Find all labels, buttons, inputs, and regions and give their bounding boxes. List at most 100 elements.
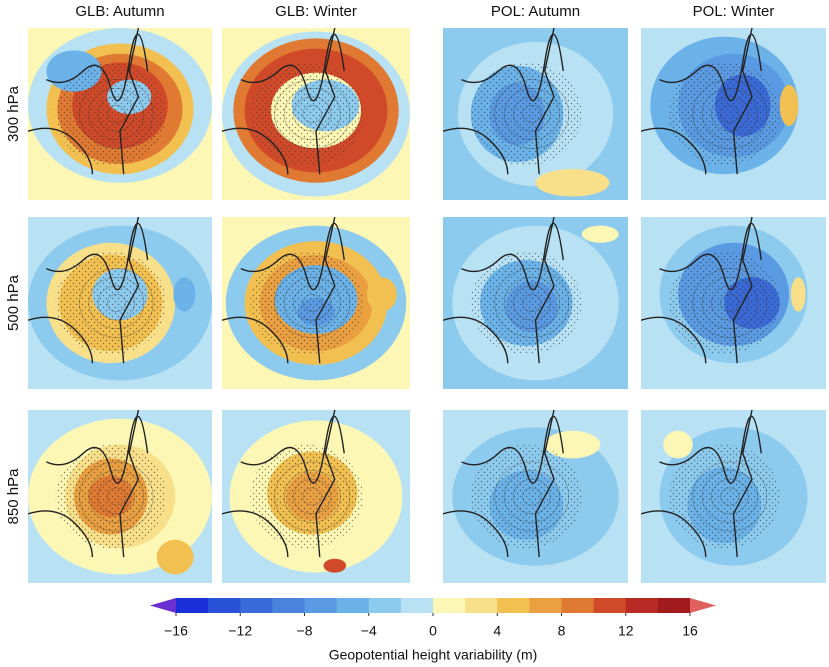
colorbar-segment (272, 598, 305, 613)
stipple (668, 251, 780, 355)
colorbar-segment (176, 598, 209, 613)
stipple (668, 444, 780, 549)
colorbar: −16 −12 −8 −4 0 4 8 12 16 Geopotential height var… (150, 598, 716, 663)
map-panel (28, 28, 212, 200)
colorbar-tick-label: 4 (493, 623, 501, 639)
coastline (641, 410, 762, 558)
stipple (668, 62, 780, 166)
stipple (55, 444, 166, 549)
map-panel (28, 217, 212, 389)
contour (513, 478, 551, 515)
contour (503, 276, 560, 330)
colorbar-segment (497, 598, 530, 613)
contour (79, 268, 154, 338)
contour (692, 461, 768, 532)
coastline (443, 28, 564, 175)
column-title: POL: Autumn (491, 3, 580, 20)
stipple (250, 62, 363, 166)
contour (302, 294, 322, 312)
contour (513, 285, 551, 321)
contour (106, 105, 126, 123)
contour (274, 461, 351, 532)
contour (274, 268, 351, 338)
colorbar-segment (561, 598, 595, 613)
contour (701, 470, 758, 523)
stipple (55, 251, 166, 355)
colorbar-segment (465, 598, 498, 613)
contour (293, 285, 332, 321)
contour (494, 461, 570, 532)
anomaly-field (535, 169, 610, 197)
colorbar-tick-label: 0 (429, 623, 437, 639)
contour (97, 285, 135, 321)
colorbar-tick-label: −12 (228, 623, 252, 639)
column-title: GLB: Autumn (75, 3, 164, 20)
column-title: GLB: Winter (275, 3, 357, 20)
contour (692, 79, 768, 149)
anomaly-field (581, 225, 619, 243)
contour (522, 294, 542, 312)
coastline (222, 410, 345, 558)
colorbar-segment (208, 598, 241, 613)
contour (720, 105, 740, 123)
panels (28, 28, 826, 583)
stipple (470, 444, 582, 549)
colorbar-tick-label: 8 (558, 623, 566, 639)
contour (283, 87, 341, 141)
colorbar-segment (368, 598, 402, 613)
contour (283, 470, 341, 523)
colorbar-segment (657, 598, 691, 613)
contour (522, 105, 542, 123)
contour (97, 478, 135, 515)
map-panel (443, 217, 628, 389)
stipple (250, 251, 363, 355)
contour (88, 87, 145, 141)
contour (79, 461, 154, 532)
coastline (28, 410, 149, 558)
map-panel (28, 410, 212, 583)
contour (701, 87, 758, 141)
row-label: 850 hPa (5, 468, 22, 525)
map-panel (222, 217, 410, 389)
colorbar-segment (529, 598, 562, 613)
colorbar-segment (304, 598, 338, 613)
colorbar-tick-label: 16 (682, 623, 698, 639)
stipple (250, 444, 363, 549)
contour (293, 478, 332, 515)
contour (106, 487, 126, 506)
contour (711, 96, 749, 132)
colorbar-segment (625, 598, 659, 613)
contour (720, 294, 740, 312)
contour (494, 268, 570, 338)
colorbar-tick-label: −4 (361, 623, 377, 639)
stipple (470, 251, 582, 355)
contour (302, 487, 322, 506)
column-title: POL: Winter (693, 3, 775, 20)
contour (97, 96, 135, 132)
contour (503, 87, 560, 141)
colorbar-extend-high (690, 598, 716, 613)
coastline (641, 217, 762, 364)
coastline (28, 217, 149, 364)
contour (283, 276, 341, 330)
contour (522, 487, 542, 506)
coastline (443, 217, 564, 364)
colorbar-segment (240, 598, 273, 613)
map-panel (222, 28, 410, 200)
anomaly-field (366, 277, 397, 312)
anomaly-field (323, 558, 347, 573)
contour (302, 105, 322, 123)
coastline (443, 410, 564, 558)
contour (513, 96, 551, 132)
colorbar-segment (400, 598, 434, 613)
colorbar-segment (433, 598, 466, 613)
contour (293, 96, 332, 132)
colorbar-segment (593, 598, 627, 613)
colorbar-extend-low (150, 598, 176, 613)
anomaly-field (156, 539, 194, 575)
contour (79, 79, 154, 149)
map-panel (443, 28, 628, 200)
map-panel (222, 410, 410, 583)
map-panel (641, 217, 826, 389)
